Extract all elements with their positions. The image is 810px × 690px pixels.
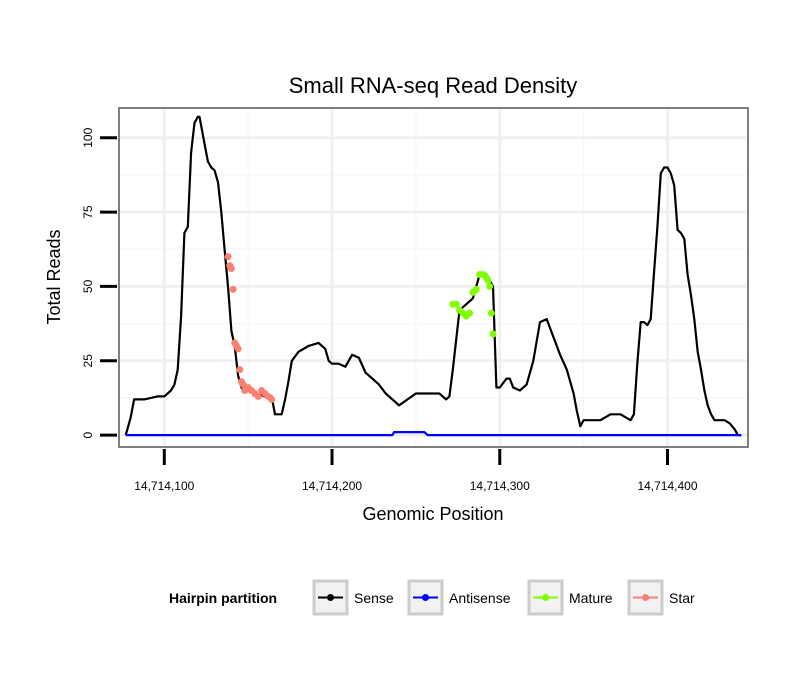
plot-border	[118, 107, 749, 448]
mature-point	[489, 330, 497, 338]
antisense-line	[125, 431, 742, 437]
mature-point	[484, 276, 492, 284]
legend-item-star: Star	[627, 579, 695, 616]
legend-title: Hairpin partition	[169, 590, 277, 606]
series-antisense	[125, 431, 742, 437]
plot-panel	[119, 108, 748, 447]
star-point	[224, 253, 232, 261]
legend-label: Mature	[569, 590, 613, 606]
y-tick-label: 50	[81, 279, 95, 293]
y-axis: 0 25 50 75 100	[81, 127, 117, 438]
mature-point	[472, 285, 480, 293]
legend: Hairpin partition Sense Antisense Mature St…	[169, 579, 695, 616]
mature-point	[466, 309, 474, 317]
star-point	[268, 395, 276, 403]
legend-item-mature: Mature	[527, 579, 613, 616]
chart-title: Small RNA-seq Read Density	[289, 73, 578, 98]
x-tick-label: 14,714,400	[637, 479, 697, 493]
y-tick-label: 75	[81, 205, 95, 219]
legend-label: Star	[669, 590, 695, 606]
star-point	[229, 285, 237, 293]
sense-line	[124, 115, 742, 437]
star-point	[239, 381, 247, 389]
y-tick-label: 100	[81, 127, 95, 147]
legend-key-point	[422, 594, 429, 601]
series-star	[224, 253, 276, 403]
legend-label: Sense	[354, 590, 394, 606]
mature-point	[452, 300, 460, 308]
legend-key-point	[327, 594, 334, 601]
star-point	[227, 265, 235, 273]
x-axis-title: Genomic Position	[362, 504, 503, 524]
y-axis-title: Total Reads	[44, 229, 64, 324]
grid-lines	[119, 108, 748, 447]
series-layer	[124, 115, 742, 437]
x-tick-label: 14,714,100	[134, 479, 194, 493]
series-sense	[124, 115, 742, 437]
legend-item-sense: Sense	[312, 579, 394, 616]
series-mature	[449, 271, 497, 338]
x-tick-label: 14,714,300	[470, 479, 530, 493]
legend-item-antisense: Antisense	[407, 579, 511, 616]
legend-key-point	[642, 594, 649, 601]
star-point	[234, 345, 242, 353]
mature-point	[486, 282, 494, 290]
legend-label: Antisense	[449, 590, 511, 606]
x-tick-label: 14,714,200	[302, 479, 362, 493]
y-tick-label: 0	[81, 431, 95, 438]
legend-key-point	[542, 594, 549, 601]
star-point	[236, 366, 244, 374]
mature-point	[487, 309, 495, 317]
y-tick-label: 25	[81, 354, 95, 368]
x-axis: 14,714,100 14,714,200 14,714,300 14,714,400	[134, 449, 698, 493]
star-point	[254, 392, 262, 400]
